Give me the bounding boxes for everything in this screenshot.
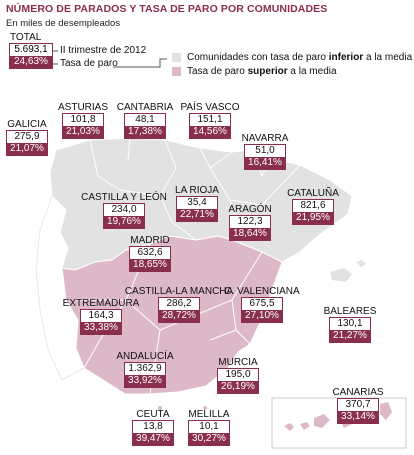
note-tasa: Tasa de paro	[60, 58, 118, 69]
region-name-extremadura: EXTREMADURA	[62, 298, 140, 309]
region-name-baleares: BALEARES	[323, 306, 377, 317]
legend-lower-text: Comunidades con tasa de paro inferior a …	[187, 52, 413, 63]
region-tasa-la-rioja: 22,71%	[177, 209, 217, 221]
region-parados-cantabria: 48,1	[135, 114, 155, 125]
region-box-castilla-la-mancha: 286,2 28,72%	[158, 297, 200, 323]
region-tasa-cantabria: 17,38%	[125, 126, 165, 138]
region-box-murcia: 195,0 26,19%	[217, 368, 259, 394]
portugal-outline	[35, 195, 85, 381]
region-name-galicia: GALICIA	[7, 119, 47, 130]
legend-higher-swatch	[172, 67, 181, 76]
total-box: 5.693,1 24,63%	[9, 43, 53, 69]
region-tasa-cataluna: 21,95%	[293, 212, 333, 224]
region-box-madrid: 632,6 18,65%	[129, 246, 171, 272]
legend-higher-text: Tasa de paro superior a la media	[187, 66, 337, 77]
region-parados-navarra: 51,0	[255, 145, 275, 156]
region-parados-castilla-la-mancha: 286,2	[166, 298, 192, 309]
region-tasa-baleares: 21,27%	[330, 330, 370, 342]
region-box-ceuta: 13,8 39,47%	[132, 420, 174, 446]
total-parados: 5.693,1	[14, 44, 48, 55]
region-parados-asturias: 101,8	[70, 114, 96, 125]
region-tasa-madrid: 18,65%	[130, 259, 170, 271]
region-tasa-canarias: 33,14%	[338, 411, 378, 423]
region-tasa-pais-vasco: 14,56%	[190, 126, 230, 138]
map-ceuta	[158, 406, 162, 410]
region-box-melilla: 10,1 30,27%	[188, 420, 230, 446]
region-name-c-valenciana: C. VALENCIANA	[224, 286, 300, 297]
region-box-aragon: 122,3 18,64%	[229, 215, 271, 241]
region-name-canarias: CANARIAS	[332, 387, 384, 398]
region-parados-extremadura: 164,3	[88, 310, 114, 321]
region-tasa-ceuta: 39,47%	[133, 433, 173, 445]
legend-lower-swatch	[172, 53, 181, 62]
region-parados-c-valenciana: 675,5	[249, 298, 275, 309]
region-box-c-valenciana: 675,5 27,10%	[241, 297, 283, 323]
region-box-extremadura: 164,3 33,38%	[80, 309, 122, 335]
region-tasa-murcia: 26,19%	[218, 381, 258, 393]
region-box-pais-vasco: 151,1 14,56%	[189, 113, 231, 139]
region-box-asturias: 101,8 21,03%	[62, 113, 104, 139]
region-parados-galicia: 275,9	[14, 131, 40, 142]
region-name-cataluna: CATALUÑA	[287, 188, 339, 199]
region-name-asturias: ASTURIAS	[57, 102, 109, 113]
region-parados-baleares: 130,1	[337, 318, 363, 329]
region-tasa-navarra: 16,41%	[245, 157, 285, 169]
legend-lower: Comunidades con tasa de paro inferior a …	[172, 52, 412, 63]
legend-bracket	[113, 58, 167, 68]
region-name-cantabria: CANTABRIA	[116, 102, 174, 113]
region-name-pais-vasco: PAÍS VASCO	[180, 102, 240, 113]
region-parados-cataluna: 821,6	[300, 200, 326, 211]
note-period: II trimestre de 2012	[60, 45, 147, 56]
legend-higher: Tasa de paro superior a la media	[172, 66, 337, 77]
region-name-ceuta: CEUTA	[136, 409, 170, 420]
chart-title: NÚMERO DE PARADOS Y TASA DE PARO POR COM…	[6, 3, 328, 15]
total-label: TOTAL	[10, 32, 42, 43]
region-box-navarra: 51,0 16,41%	[244, 144, 286, 170]
region-tasa-castilla-la-mancha: 28,72%	[159, 310, 199, 322]
region-box-cantabria: 48,1 17,38%	[124, 113, 166, 139]
region-name-aragon: ARAGÓN	[228, 204, 272, 215]
region-box-castilla-y-leon: 234,0 19,76%	[103, 203, 145, 229]
region-parados-murcia: 195,0	[225, 369, 251, 380]
region-parados-la-rioja: 35,4	[187, 197, 207, 208]
region-name-castilla-y-leon: CASTILLA Y LEÓN	[81, 192, 167, 203]
region-parados-andalucia: 1.362,9	[128, 363, 162, 374]
total-tasa: 24,63%	[10, 56, 52, 68]
region-name-la-rioja: LA RIOJA	[175, 185, 219, 196]
map-melilla	[203, 406, 207, 410]
region-parados-pais-vasco: 151,1	[197, 114, 223, 125]
region-tasa-melilla: 30,27%	[189, 433, 229, 445]
region-name-andalucia: ANDALUCÍA	[116, 351, 174, 362]
region-parados-aragon: 122,3	[237, 216, 263, 227]
region-box-la-rioja: 35,4 22,71%	[176, 196, 218, 222]
region-tasa-c-valenciana: 27,10%	[242, 310, 282, 322]
region-parados-castilla-y-leon: 234,0	[111, 204, 137, 215]
region-name-castilla-la-mancha: CASTILLA-LA MANCHA	[124, 286, 234, 297]
region-parados-canarias: 370,7	[345, 399, 371, 410]
region-name-madrid: MADRID	[130, 235, 170, 246]
region-name-murcia: MURCIA	[218, 357, 258, 368]
region-tasa-asturias: 21,03%	[63, 126, 103, 138]
region-name-navarra: NAVARRA	[241, 133, 289, 144]
region-parados-melilla: 10,1	[199, 421, 219, 432]
region-parados-madrid: 632,6	[137, 247, 163, 258]
chart-subtitle: En miles de desempleados	[6, 18, 121, 29]
region-box-canarias: 370,7 33,14%	[337, 398, 379, 424]
region-box-baleares: 130,1 21,27%	[329, 317, 371, 343]
region-tasa-andalucia: 33,92%	[125, 375, 165, 387]
region-box-galicia: 275,9 21,07%	[6, 130, 48, 156]
region-box-cataluna: 821,6 21,95%	[292, 199, 334, 225]
region-tasa-aragon: 18,64%	[230, 228, 270, 240]
region-tasa-extremadura: 33,38%	[81, 322, 121, 334]
region-name-melilla: MELILLA	[188, 409, 230, 420]
map-baleares	[330, 260, 366, 282]
region-parados-ceuta: 13,8	[143, 421, 163, 432]
region-box-andalucia: 1.362,9 33,92%	[124, 362, 166, 388]
region-tasa-galicia: 21,07%	[7, 143, 47, 155]
region-tasa-castilla-y-leon: 19,76%	[104, 216, 144, 228]
